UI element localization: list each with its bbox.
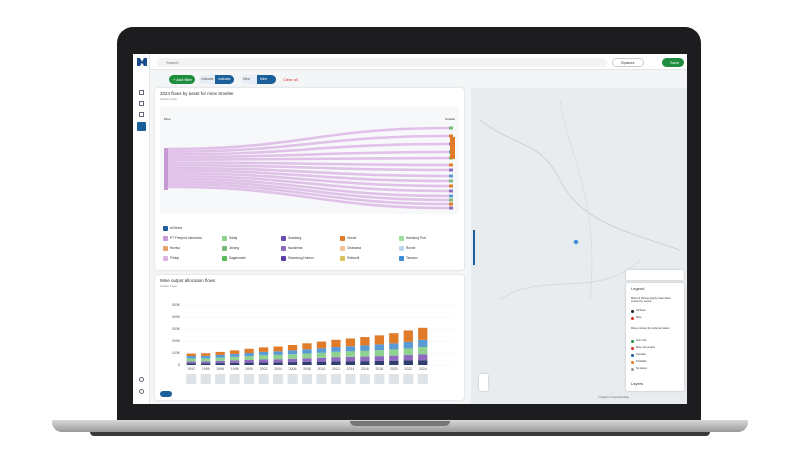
legend-checkbox[interactable] <box>163 226 168 231</box>
card-subtitle: Output index <box>160 97 178 101</box>
laptop-foot <box>90 432 710 436</box>
side-rail <box>133 54 150 404</box>
filter-chip-key[interactable] <box>241 75 257 84</box>
legend-checkbox[interactable] <box>399 236 404 241</box>
legend-checkbox[interactable] <box>222 256 227 261</box>
legend-checkbox[interactable] <box>399 256 404 261</box>
legend-dot <box>631 340 634 343</box>
legend-section: Mines colored by preferred status <box>631 327 670 330</box>
legend-item-label: Pirdop <box>170 255 180 260</box>
legend-item-label: Ronne <box>406 245 416 250</box>
legend-panel-item: Possible <box>636 353 646 356</box>
legend-checkbox[interactable] <box>222 246 227 251</box>
filter-chip-key-label: Indicator <box>201 76 214 81</box>
logo <box>137 58 147 66</box>
filter-chip-value-label: Mine <box>260 76 268 81</box>
clear-all[interactable]: Clear all <box>283 76 298 82</box>
sankey-target-label: Smelter <box>445 117 456 121</box>
legend-checkbox[interactable] <box>281 236 286 241</box>
legend-item-label: Saganoseki <box>229 255 246 260</box>
nav-icon[interactable] <box>139 112 144 117</box>
add-filter-label: + Add filter <box>173 76 193 82</box>
zoom-control[interactable] <box>479 374 488 391</box>
card-title: 2024 flows by asset for mine Smelter <box>160 91 234 96</box>
legend-panel-item: Probable <box>636 360 647 363</box>
legend-checkbox[interactable] <box>340 236 345 241</box>
legend-dot <box>631 354 634 357</box>
legend-item-label: Shibushi <box>347 255 360 260</box>
legend-panel-item: All flows <box>636 309 646 312</box>
filter-chip-key-label: Mine <box>243 76 251 81</box>
legend-panel <box>626 283 684 391</box>
spaces-button[interactable] <box>612 58 644 67</box>
legend-checkbox[interactable] <box>163 236 168 241</box>
card-title: Mine output allocation flows <box>160 278 216 283</box>
legend-checkbox[interactable] <box>281 256 286 261</box>
legend-dot <box>631 310 634 313</box>
legend-checkbox[interactable] <box>163 246 168 251</box>
layers-title[interactable]: Layers <box>631 381 644 386</box>
legend-item-label: Huelva <box>170 245 180 250</box>
legend-dot <box>631 317 634 320</box>
nav-icon-active[interactable] <box>137 122 146 131</box>
legend-checkbox[interactable] <box>399 246 404 251</box>
save-label: Save <box>670 59 680 65</box>
legend-title: Legend <box>631 286 645 291</box>
legend-section: Mines & Mining supply chain flows colore… <box>631 297 671 303</box>
legend-item-label: Sahaj <box>229 235 238 240</box>
laptop-base <box>52 420 748 432</box>
legend-item-label: Onahama <box>347 245 361 250</box>
sankey-source-label: Mine <box>164 117 171 121</box>
help-pill[interactable] <box>160 391 172 397</box>
filter-chip-value-label: Indicator <box>218 76 231 81</box>
filter-chip-key[interactable] <box>199 75 215 84</box>
user-icon[interactable] <box>139 377 144 382</box>
legend-panel-item: No status <box>636 367 647 370</box>
spaces-label: Spaces <box>621 59 635 65</box>
legend-checkbox[interactable] <box>281 246 286 251</box>
legend-dot <box>631 368 634 371</box>
filter-chip-value[interactable] <box>215 75 234 84</box>
map-attribution: © Mapbox © OpenStreetMap <box>598 396 629 399</box>
sankey-area <box>160 106 459 214</box>
legend-checkbox[interactable] <box>222 236 227 241</box>
legend-item-label: Grasberg <box>288 235 302 240</box>
nav-icon[interactable] <box>139 101 144 106</box>
help-icon[interactable] <box>139 389 144 394</box>
legend-checkbox[interactable] <box>163 256 168 261</box>
legend-item-label: Shandong Humon <box>288 255 314 260</box>
legend-checkbox[interactable] <box>340 256 345 261</box>
legend-panel-item: Grim risk <box>636 339 647 342</box>
legend-item-label: PT Freeport Indonesia <box>170 235 202 240</box>
legend-panel-item: Mine <box>636 316 642 319</box>
laptop-notch <box>350 421 450 426</box>
legend-item-label: Tamano <box>406 255 418 260</box>
legend-dot <box>631 347 634 350</box>
save-button[interactable] <box>662 58 684 67</box>
legend-panel-item: Mine risk project <box>636 346 655 349</box>
nav-icon[interactable] <box>139 90 144 95</box>
card-subtitle: Output index <box>160 284 178 288</box>
legend-item-label: Hamburg Port <box>406 235 426 240</box>
search-box[interactable] <box>157 58 607 67</box>
legend-item-label: Gresik <box>347 235 357 240</box>
filter-chip-value[interactable] <box>257 75 276 84</box>
map-scroll-handle[interactable] <box>473 230 475 265</box>
map-toolbar <box>626 270 684 280</box>
card <box>155 275 464 400</box>
legend-item-label: Naoshima <box>288 245 303 250</box>
search-placeholder: Search <box>166 59 179 65</box>
legend-checkbox[interactable] <box>340 246 345 251</box>
add-filter-button[interactable] <box>169 75 195 84</box>
legend-item-label: Jinlong <box>229 245 240 250</box>
legend-dot <box>631 361 634 364</box>
legend-item-label: All items <box>170 225 183 230</box>
